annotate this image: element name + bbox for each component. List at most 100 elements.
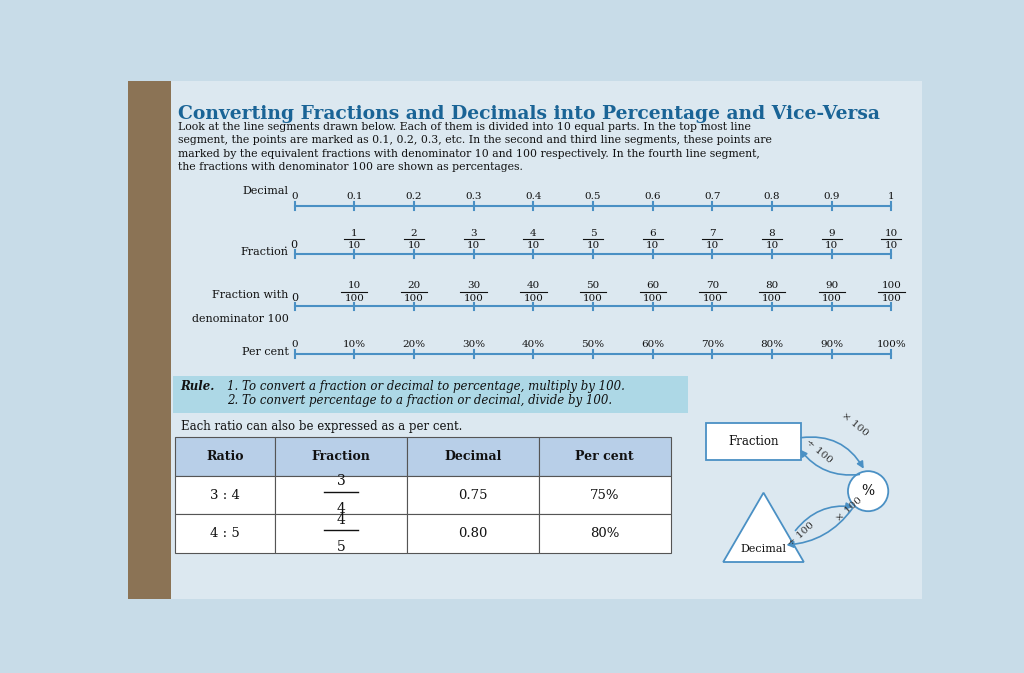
FancyBboxPatch shape [174,514,275,553]
Text: 0.2: 0.2 [406,192,422,201]
Text: 7: 7 [709,229,716,238]
Text: × 100: × 100 [835,496,864,524]
Text: 30%: 30% [462,340,485,349]
FancyBboxPatch shape [173,376,687,413]
Text: 100: 100 [344,293,365,303]
Text: %: % [861,484,874,498]
Text: ÷ 100: ÷ 100 [786,521,816,548]
Text: 4: 4 [337,502,345,516]
Text: 1. To convert a fraction or decimal to percentage, multiply by 100.: 1. To convert a fraction or decimal to p… [227,380,625,393]
Text: Decimal: Decimal [243,186,289,197]
Text: Fraction: Fraction [241,247,289,256]
Text: ÷ 100: ÷ 100 [804,438,834,466]
Text: 10: 10 [646,241,659,250]
Text: . 0: . 0 [285,240,299,250]
Text: 80%: 80% [590,527,620,540]
Text: 100: 100 [464,293,483,303]
Text: 40: 40 [526,281,540,290]
Text: 0: 0 [291,293,298,303]
Text: Fraction: Fraction [728,435,779,448]
Text: 0.3: 0.3 [465,192,482,201]
Text: 100: 100 [762,293,782,303]
Text: 2: 2 [411,229,418,238]
FancyBboxPatch shape [539,437,671,476]
Text: 8: 8 [769,229,775,238]
Text: 100%: 100% [877,340,906,349]
Text: 80%: 80% [761,340,783,349]
Text: the fractions with denominator 100 are shown as percentages.: the fractions with denominator 100 are s… [178,162,523,172]
Text: 60%: 60% [641,340,665,349]
Text: Each ratio can also be expressed as a per cent.: Each ratio can also be expressed as a pe… [180,421,462,433]
FancyBboxPatch shape [407,476,539,514]
FancyBboxPatch shape [539,514,671,553]
Text: 100: 100 [404,293,424,303]
Text: 2. To convert percentage to a fraction or decimal, divide by 100.: 2. To convert percentage to a fraction o… [227,394,612,407]
Text: 0.1: 0.1 [346,192,362,201]
Text: 1: 1 [888,192,895,201]
Text: Decimal: Decimal [444,450,502,463]
Text: 10: 10 [348,241,360,250]
Text: 0: 0 [291,192,298,201]
Text: marked by the equivalent fractions with denominator 10 and 100 respectively. In : marked by the equivalent fractions with … [178,149,760,159]
FancyBboxPatch shape [539,476,671,514]
Text: Per cent: Per cent [575,450,634,463]
Text: 60: 60 [646,281,659,290]
Text: 0.6: 0.6 [644,192,660,201]
Text: 90%: 90% [820,340,843,349]
Text: × 100: × 100 [840,411,869,437]
Text: 3: 3 [337,474,345,488]
Text: 100: 100 [822,293,842,303]
Text: 10%: 10% [343,340,366,349]
FancyBboxPatch shape [128,81,171,599]
Text: 9: 9 [828,229,835,238]
Polygon shape [723,493,804,562]
Text: 100: 100 [702,293,722,303]
Text: Per cent: Per cent [242,347,289,357]
Text: 40%: 40% [522,340,545,349]
Text: 0.5: 0.5 [585,192,601,201]
FancyBboxPatch shape [174,476,275,514]
Text: Fraction with: Fraction with [212,290,289,300]
Text: Decimal: Decimal [740,544,786,555]
FancyBboxPatch shape [707,423,802,460]
Text: 3 : 4: 3 : 4 [210,489,240,501]
Text: 4: 4 [337,513,345,526]
Text: 0.4: 0.4 [525,192,542,201]
Circle shape [848,471,888,511]
Text: 75%: 75% [590,489,620,501]
FancyBboxPatch shape [407,437,539,476]
Text: Look at the line segments drawn below. Each of them is divided into 10 equal par: Look at the line segments drawn below. E… [178,122,752,131]
Text: 4: 4 [530,229,537,238]
Text: 80: 80 [765,281,778,290]
FancyBboxPatch shape [407,514,539,553]
Text: denominator 100: denominator 100 [191,314,289,324]
FancyBboxPatch shape [275,476,407,514]
Text: 3: 3 [470,229,477,238]
Text: 10: 10 [348,281,360,290]
Text: 100: 100 [882,293,901,303]
Text: 0.7: 0.7 [705,192,721,201]
Text: 20: 20 [408,281,421,290]
Text: segment, the points are marked as 0.1, 0.2, 0.3, etc. In the second and third li: segment, the points are marked as 0.1, 0… [178,135,772,145]
Text: 70: 70 [706,281,719,290]
Text: 0.9: 0.9 [823,192,840,201]
Text: 0.75: 0.75 [458,489,487,501]
Text: 20%: 20% [402,340,426,349]
Text: 70%: 70% [700,340,724,349]
Text: 10: 10 [706,241,719,250]
Text: 10: 10 [765,241,778,250]
Text: 10: 10 [825,241,839,250]
Text: Rule.: Rule. [180,380,215,393]
Text: 0.8: 0.8 [764,192,780,201]
Text: 100: 100 [882,281,901,290]
Text: 50%: 50% [582,340,604,349]
Text: 100: 100 [583,293,603,303]
Text: Fraction: Fraction [311,450,371,463]
Text: 5: 5 [590,229,596,238]
Text: 50: 50 [587,281,600,290]
Text: 10: 10 [587,241,600,250]
Text: 30: 30 [467,281,480,290]
Text: 4 : 5: 4 : 5 [210,527,240,540]
Text: 10: 10 [526,241,540,250]
Text: 0.80: 0.80 [458,527,487,540]
